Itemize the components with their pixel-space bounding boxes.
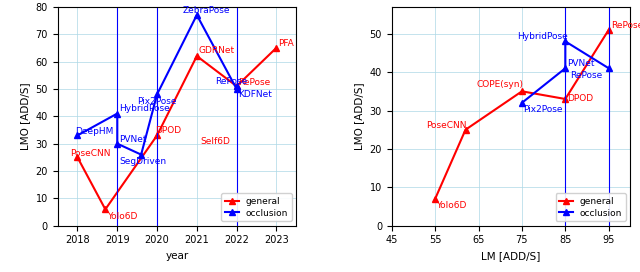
Legend: general, occlusion: general, occlusion — [221, 193, 292, 221]
occlusion — [74, 134, 81, 137]
Text: Self6D: Self6D — [200, 137, 230, 146]
occlusion — [193, 13, 201, 17]
general — [461, 128, 469, 131]
Text: PoseCNN: PoseCNN — [426, 121, 467, 130]
Text: DPOD: DPOD — [155, 126, 181, 135]
Text: GDRNet: GDRNet — [199, 46, 235, 55]
Text: KDFNet: KDFNet — [239, 90, 273, 99]
Text: DeepHM: DeepHM — [76, 127, 114, 136]
X-axis label: year: year — [165, 251, 189, 261]
Text: Pix2Pose: Pix2Pose — [524, 106, 563, 115]
Text: Yolo6D: Yolo6D — [436, 202, 467, 211]
occlusion — [605, 67, 612, 70]
Text: SegDriven: SegDriven — [119, 157, 166, 166]
Text: HybridPose: HybridPose — [518, 32, 568, 41]
Text: RePose: RePose — [215, 77, 247, 86]
occlusion — [233, 85, 241, 88]
Text: HybridPose: HybridPose — [119, 104, 170, 113]
Text: RePose: RePose — [570, 71, 602, 80]
X-axis label: LM [ADD/S]: LM [ADD/S] — [481, 251, 541, 261]
Text: RePose: RePose — [611, 21, 640, 30]
general — [193, 54, 201, 58]
general — [102, 208, 109, 211]
general — [561, 97, 569, 101]
general — [431, 197, 439, 200]
general — [233, 85, 241, 88]
occlusion — [113, 112, 121, 115]
Text: Pix2Pose: Pix2Pose — [137, 97, 177, 106]
Line: general: general — [75, 45, 279, 212]
general — [74, 156, 81, 159]
occlusion — [153, 93, 161, 96]
Y-axis label: LMO [ADD/S]: LMO [ADD/S] — [354, 82, 364, 150]
Legend: general, occlusion: general, occlusion — [556, 193, 626, 221]
Y-axis label: LMO [ADD/S]: LMO [ADD/S] — [20, 82, 30, 150]
general — [153, 134, 161, 137]
occlusion — [518, 101, 525, 104]
Text: COPE(syn): COPE(syn) — [476, 81, 524, 89]
Text: PoseCNN: PoseCNN — [70, 149, 111, 158]
Text: RePose: RePose — [239, 78, 271, 87]
general — [518, 90, 525, 93]
occlusion — [233, 87, 241, 91]
occlusion — [561, 40, 569, 43]
Text: Yolo6D: Yolo6D — [108, 212, 138, 221]
occlusion — [113, 142, 121, 145]
Line: occlusion: occlusion — [75, 12, 239, 157]
general — [273, 46, 280, 50]
Text: PVNet: PVNet — [119, 135, 147, 144]
occlusion — [561, 67, 569, 70]
Line: general: general — [433, 27, 611, 202]
Text: PFA: PFA — [278, 39, 294, 48]
Text: PVNet: PVNet — [568, 59, 595, 68]
Text: ZebraPose: ZebraPose — [183, 6, 230, 15]
Text: DPOD: DPOD — [568, 94, 594, 103]
Line: occlusion: occlusion — [519, 39, 611, 106]
occlusion — [138, 153, 145, 156]
general — [605, 28, 612, 32]
